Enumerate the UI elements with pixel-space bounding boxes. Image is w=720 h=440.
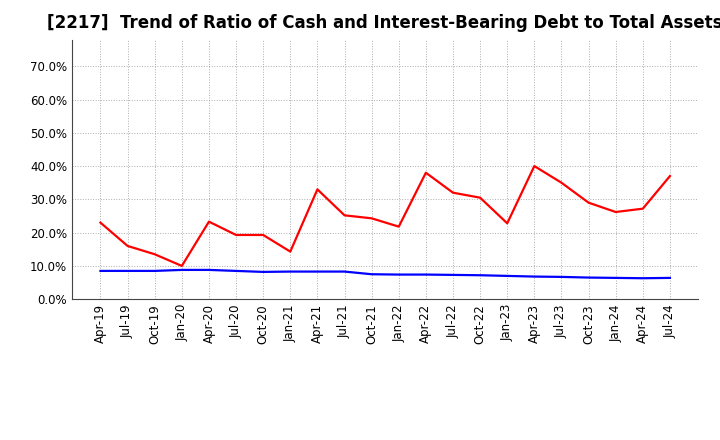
Interest-Bearing Debt	[530, 274, 539, 279]
Cash	[259, 232, 268, 238]
Cash	[178, 263, 186, 268]
Interest-Bearing Debt	[232, 268, 240, 274]
Cash	[232, 232, 240, 238]
Line: Cash: Cash	[101, 166, 670, 266]
Cash	[665, 173, 674, 179]
Cash	[530, 163, 539, 169]
Interest-Bearing Debt	[639, 275, 647, 281]
Cash	[286, 249, 294, 254]
Cash	[313, 187, 322, 192]
Cash	[476, 195, 485, 200]
Interest-Bearing Debt	[286, 269, 294, 274]
Cash	[367, 216, 376, 221]
Cash	[96, 220, 105, 225]
Interest-Bearing Debt	[503, 273, 511, 279]
Cash	[557, 180, 566, 185]
Cash	[449, 190, 457, 195]
Interest-Bearing Debt	[611, 275, 620, 281]
Interest-Bearing Debt	[259, 269, 268, 275]
Interest-Bearing Debt	[204, 267, 213, 272]
Interest-Bearing Debt	[449, 272, 457, 278]
Cash	[341, 213, 349, 218]
Cash	[584, 200, 593, 205]
Interest-Bearing Debt	[557, 274, 566, 279]
Cash	[123, 243, 132, 249]
Cash	[639, 206, 647, 211]
Interest-Bearing Debt	[665, 275, 674, 281]
Cash	[503, 221, 511, 226]
Cash	[421, 170, 430, 176]
Interest-Bearing Debt	[395, 272, 403, 277]
Interest-Bearing Debt	[421, 272, 430, 277]
Interest-Bearing Debt	[123, 268, 132, 274]
Interest-Bearing Debt	[367, 271, 376, 277]
Interest-Bearing Debt	[96, 268, 105, 274]
Interest-Bearing Debt	[178, 267, 186, 272]
Interest-Bearing Debt	[476, 273, 485, 278]
Cash	[611, 209, 620, 215]
Cash	[204, 219, 213, 224]
Interest-Bearing Debt	[341, 269, 349, 274]
Interest-Bearing Debt	[584, 275, 593, 280]
Cash	[395, 224, 403, 229]
Title: [2217]  Trend of Ratio of Cash and Interest-Bearing Debt to Total Assets: [2217] Trend of Ratio of Cash and Intere…	[48, 15, 720, 33]
Cash	[150, 252, 159, 257]
Interest-Bearing Debt	[313, 269, 322, 274]
Line: Interest-Bearing Debt: Interest-Bearing Debt	[101, 270, 670, 278]
Interest-Bearing Debt	[150, 268, 159, 274]
